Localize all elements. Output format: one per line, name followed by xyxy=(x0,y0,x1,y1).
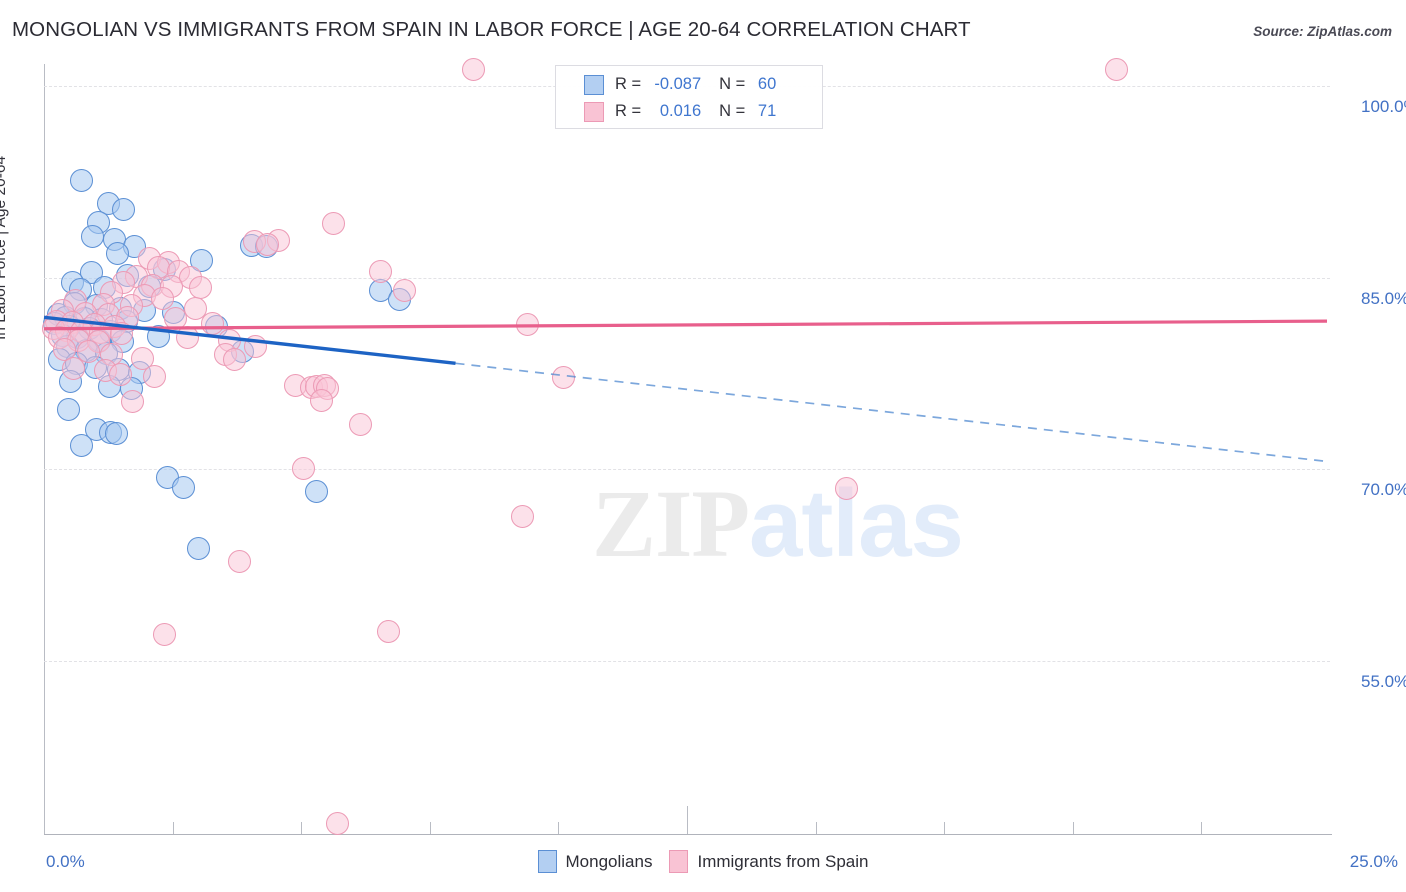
scatter-point xyxy=(348,413,372,437)
y-axis-line xyxy=(44,64,45,834)
scatter-point xyxy=(76,340,100,364)
scatter-point xyxy=(143,364,167,388)
y-tick-label-55: 55.0% xyxy=(1361,672,1406,692)
scatter-point xyxy=(227,550,251,574)
stats-r-label-mongolians: R = xyxy=(615,75,642,93)
stats-row-mongolians: R = -0.087 N = 60 xyxy=(584,71,822,98)
trend-line-mongolians xyxy=(43,315,456,365)
legend-swatch-immigrants-from-spain xyxy=(669,850,689,873)
scatter-point xyxy=(62,356,86,380)
scatter-point xyxy=(112,198,136,222)
x-tick-3 xyxy=(429,822,431,834)
stats-n-label-immigrants-from-spain: N = xyxy=(719,102,746,120)
x-tick-2 xyxy=(301,822,303,834)
stats-r-label-immigrants-from-spain: R = xyxy=(615,102,642,120)
x-tick-9 xyxy=(1201,822,1203,834)
scatter-point xyxy=(150,286,174,310)
scatter-point xyxy=(153,622,177,646)
stats-swatch-immigrants-from-spain xyxy=(584,101,604,122)
stats-r-value-mongolians: -0.087 xyxy=(654,75,702,93)
scatter-point xyxy=(184,296,208,320)
scatter-point xyxy=(462,57,486,81)
x-tick-5 xyxy=(687,806,688,834)
stats-n-label-mongolians: N = xyxy=(719,75,746,93)
scatter-point xyxy=(377,620,401,644)
scatter-point xyxy=(392,278,416,302)
stats-n-value-immigrants-from-spain: 71 xyxy=(757,102,777,120)
x-axis-line xyxy=(44,834,1332,835)
scatter-point xyxy=(834,477,858,501)
y-axis-title: In Labor Force | Age 20-64 xyxy=(0,155,9,340)
scatter-point xyxy=(321,212,345,236)
x-axis-max-label: 25.0% xyxy=(1349,852,1398,871)
gridline-85 xyxy=(44,277,1330,279)
gridline-70 xyxy=(44,469,1330,471)
legend-item-immigrants-from-spain[interactable]: Immigrants from Spain xyxy=(669,850,868,873)
scatter-point xyxy=(120,390,144,414)
legend-swatch-mongolians xyxy=(537,850,557,873)
scatter-point xyxy=(256,232,280,256)
scatter-point xyxy=(172,475,196,499)
scatter-point xyxy=(325,812,349,836)
y-tick-label-70: 70.0% xyxy=(1361,480,1406,500)
x-tick-1 xyxy=(172,822,174,834)
x-axis-min-label: 0.0% xyxy=(46,852,85,871)
gridline-55 xyxy=(44,661,1330,663)
stats-r-value-immigrants-from-spain: 0.016 xyxy=(659,102,702,120)
page-title: MONGOLIAN VS IMMIGRANTS FROM SPAIN IN LA… xyxy=(12,18,971,41)
x-tick-4 xyxy=(558,822,560,834)
stats-n-value-mongolians: 60 xyxy=(757,75,777,93)
trend-lines xyxy=(43,315,1331,463)
scatter-point xyxy=(510,505,534,529)
scatter-point xyxy=(369,259,393,283)
legend-label-mongolians: Mongolians xyxy=(565,851,653,871)
series-legend: Mongolians Immigrants from Spain xyxy=(0,850,1406,873)
x-tick-7 xyxy=(944,822,946,834)
scatter-point xyxy=(108,363,132,387)
correlation-stats-legend: R = -0.087 N = 60 R = 0.016 N = 71 xyxy=(555,65,823,129)
scatter-point xyxy=(104,422,128,446)
source-attribution: Source: ZipAtlas.com xyxy=(1253,24,1392,39)
scatter-point xyxy=(57,397,81,421)
scatter-point xyxy=(105,241,129,265)
stats-row-immigrants-from-spain: R = 0.016 N = 71 xyxy=(584,98,822,125)
y-tick-label-85: 85.0% xyxy=(1361,288,1406,308)
scatter-point xyxy=(310,388,334,412)
legend-item-mongolians[interactable]: Mongolians xyxy=(537,850,653,873)
scatter-point xyxy=(305,479,329,503)
scatter-point xyxy=(70,168,94,192)
scatter-point xyxy=(1105,57,1129,81)
trend-line-immigrants-from-spain xyxy=(43,319,1328,331)
x-tick-6 xyxy=(815,822,817,834)
plot-area: ZIPatlas xyxy=(41,57,1331,836)
scatter-point xyxy=(222,347,246,371)
x-tick-8 xyxy=(1072,822,1074,834)
scatter-point xyxy=(131,346,155,370)
trend-line-mongolians-extrapolated xyxy=(455,362,1331,463)
y-tick-label-100: 100.0% xyxy=(1361,96,1406,116)
stats-swatch-mongolians xyxy=(584,74,604,95)
scatter-point xyxy=(292,456,316,480)
scatter-point xyxy=(186,537,210,561)
scatter-point xyxy=(69,433,93,457)
legend-label-immigrants-from-spain: Immigrants from Spain xyxy=(697,851,869,871)
